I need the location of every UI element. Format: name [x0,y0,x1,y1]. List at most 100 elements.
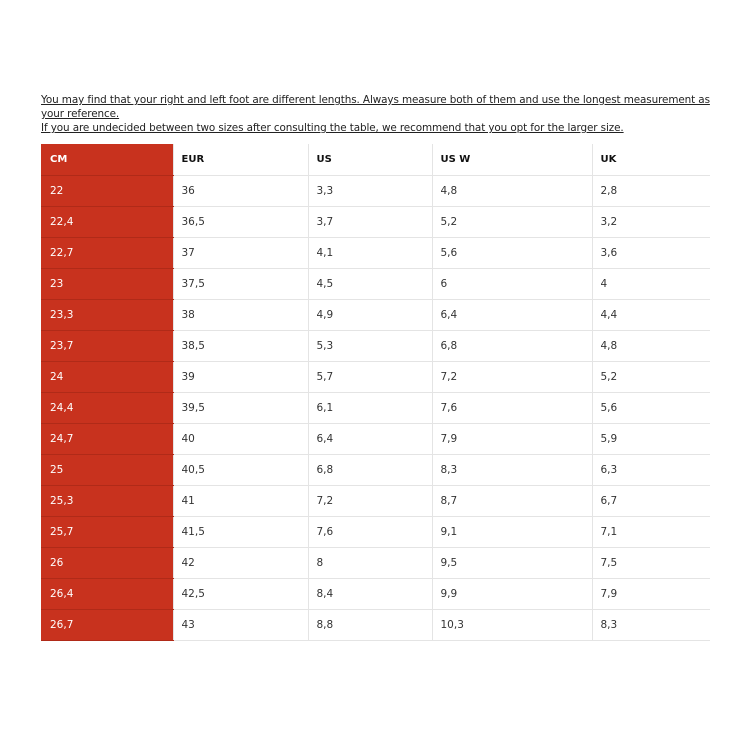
cell-eur: 41,5 [172,516,308,548]
cell-uk: 3,6 [591,237,710,269]
cell-cm: 25,7 [41,516,173,548]
cell-eur: 42,5 [172,578,308,610]
cell-uk: 4 [591,268,710,300]
cell-uk: 7,9 [591,578,710,610]
table-row: 26,4 42,5 8,4 9,9 7,9 [41,578,710,610]
cell-us: 4,5 [307,268,432,300]
column-header-cm: CM [41,144,173,176]
cell-uk: 6,3 [591,454,710,486]
cell-us: 6,8 [307,454,432,486]
cell-cm: 26,7 [41,609,173,641]
cell-us: 8,4 [307,578,432,610]
cell-us-w: 7,2 [431,361,592,393]
cell-uk: 7,1 [591,516,710,548]
cell-us: 3,7 [307,206,432,238]
cell-us-w: 7,9 [431,423,592,455]
cell-uk: 5,9 [591,423,710,455]
cell-uk: 6,7 [591,485,710,517]
cell-cm: 24 [41,361,173,393]
cell-us: 7,6 [307,516,432,548]
table-row: 25,3 41 7,2 8,7 6,7 [41,485,710,517]
table-row: 22 36 3,3 4,8 2,8 [41,175,710,207]
cell-eur: 38,5 [172,330,308,362]
size-guide-notes: You may find that your right and left fo… [41,93,713,135]
cell-cm: 23 [41,268,173,300]
cell-eur: 42 [172,547,308,579]
cell-cm: 26 [41,547,173,579]
cell-cm: 23,3 [41,299,173,331]
cell-us-w: 5,2 [431,206,592,238]
cell-cm: 22,7 [41,237,173,269]
cell-us: 4,1 [307,237,432,269]
cell-eur: 39 [172,361,308,393]
table-row: 26,7 43 8,8 10,3 8,3 [41,609,710,641]
cell-us-w: 10,3 [431,609,592,641]
cell-us: 5,3 [307,330,432,362]
table-row: 23,7 38,5 5,3 6,8 4,8 [41,330,710,362]
cell-uk: 3,2 [591,206,710,238]
cell-us-w: 4,8 [431,175,592,207]
table-row: 24 39 5,7 7,2 5,2 [41,361,710,393]
cell-us: 3,3 [307,175,432,207]
cell-us-w: 6,8 [431,330,592,362]
cell-us-w: 8,7 [431,485,592,517]
cell-us-w: 9,9 [431,578,592,610]
cell-uk: 2,8 [591,175,710,207]
cell-us-w: 6 [431,268,592,300]
cell-eur: 41 [172,485,308,517]
cell-eur: 40 [172,423,308,455]
cell-us: 7,2 [307,485,432,517]
size-conversion-table: CM EUR US US W UK 22 36 3,3 4,8 2,8 22,4 36,5 3… [41,144,710,641]
cell-eur: 36,5 [172,206,308,238]
cell-cm: 24,7 [41,423,173,455]
cell-uk: 5,6 [591,392,710,424]
table-row: 22,7 37 4,1 5,6 3,6 [41,237,710,269]
column-header-us-w: US W [431,144,592,176]
measurement-note: You may find that your right and left fo… [41,94,710,120]
table-row: 23,3 38 4,9 6,4 4,4 [41,299,710,331]
cell-cm: 22 [41,175,173,207]
cell-us: 5,7 [307,361,432,393]
column-header-us: US [307,144,432,176]
cell-uk: 7,5 [591,547,710,579]
cell-eur: 37,5 [172,268,308,300]
cell-us-w: 7,6 [431,392,592,424]
table-body: 22 36 3,3 4,8 2,8 22,4 36,5 3,7 5,2 3,2 22,7 37 4,1 5… [41,175,710,641]
cell-us: 6,4 [307,423,432,455]
cell-us-w: 6,4 [431,299,592,331]
table-row: 24,4 39,5 6,1 7,6 5,6 [41,392,710,424]
cell-uk: 4,8 [591,330,710,362]
larger-size-note: If you are undecided between two sizes a… [41,122,624,134]
cell-us: 6,1 [307,392,432,424]
table-row: 25 40,5 6,8 8,3 6,3 [41,454,710,486]
cell-eur: 37 [172,237,308,269]
cell-eur: 43 [172,609,308,641]
cell-cm: 23,7 [41,330,173,362]
cell-us-w: 8,3 [431,454,592,486]
cell-us: 8,8 [307,609,432,641]
cell-uk: 4,4 [591,299,710,331]
table-row: 25,7 41,5 7,6 9,1 7,1 [41,516,710,548]
table-row: 22,4 36,5 3,7 5,2 3,2 [41,206,710,238]
cell-eur: 40,5 [172,454,308,486]
cell-cm: 25 [41,454,173,486]
cell-eur: 36 [172,175,308,207]
table-row: 26 42 8 9,5 7,5 [41,547,710,579]
cell-us: 8 [307,547,432,579]
cell-us: 4,9 [307,299,432,331]
cell-cm: 26,4 [41,578,173,610]
cell-us-w: 9,5 [431,547,592,579]
cell-us-w: 5,6 [431,237,592,269]
table-row: 24,7 40 6,4 7,9 5,9 [41,423,710,455]
cell-cm: 24,4 [41,392,173,424]
cell-eur: 38 [172,299,308,331]
cell-us-w: 9,1 [431,516,592,548]
table-header-row: CM EUR US US W UK [41,144,710,176]
cell-uk: 5,2 [591,361,710,393]
cell-cm: 25,3 [41,485,173,517]
column-header-uk: UK [591,144,710,176]
cell-eur: 39,5 [172,392,308,424]
table-row: 23 37,5 4,5 6 4 [41,268,710,300]
column-header-eur: EUR [172,144,308,176]
cell-uk: 8,3 [591,609,710,641]
